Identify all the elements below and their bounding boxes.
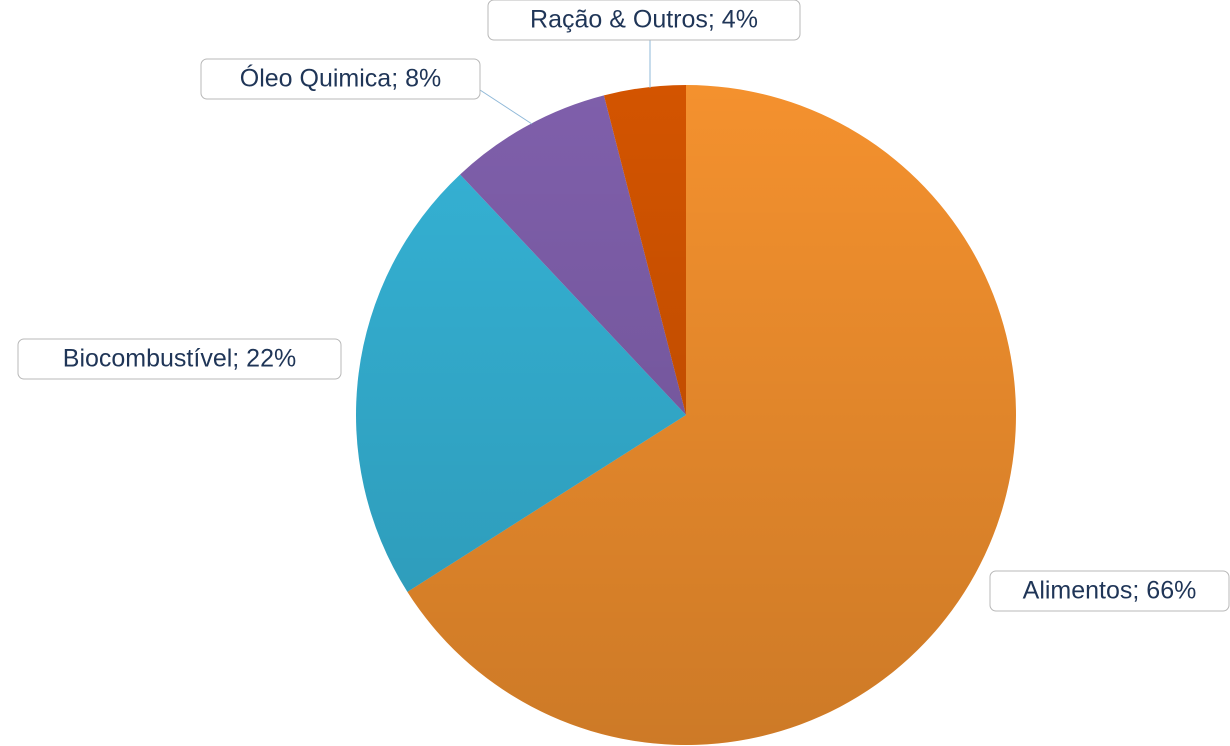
pie xyxy=(356,85,1016,745)
labels: Alimentos; 66% Biocombustível; 22% Óleo Qu… xyxy=(17,0,1230,612)
data-label: Ração & Outros; 4% xyxy=(530,6,758,34)
label-box xyxy=(200,58,481,100)
leader-line xyxy=(479,89,533,125)
label-box xyxy=(487,0,801,41)
label-box xyxy=(989,570,1230,612)
label-box xyxy=(17,338,342,380)
data-label: Biocombustível; 22% xyxy=(63,345,296,373)
data-label: Óleo Quimica; 8% xyxy=(240,64,441,93)
data-label: Alimentos; 66% xyxy=(1023,577,1197,605)
